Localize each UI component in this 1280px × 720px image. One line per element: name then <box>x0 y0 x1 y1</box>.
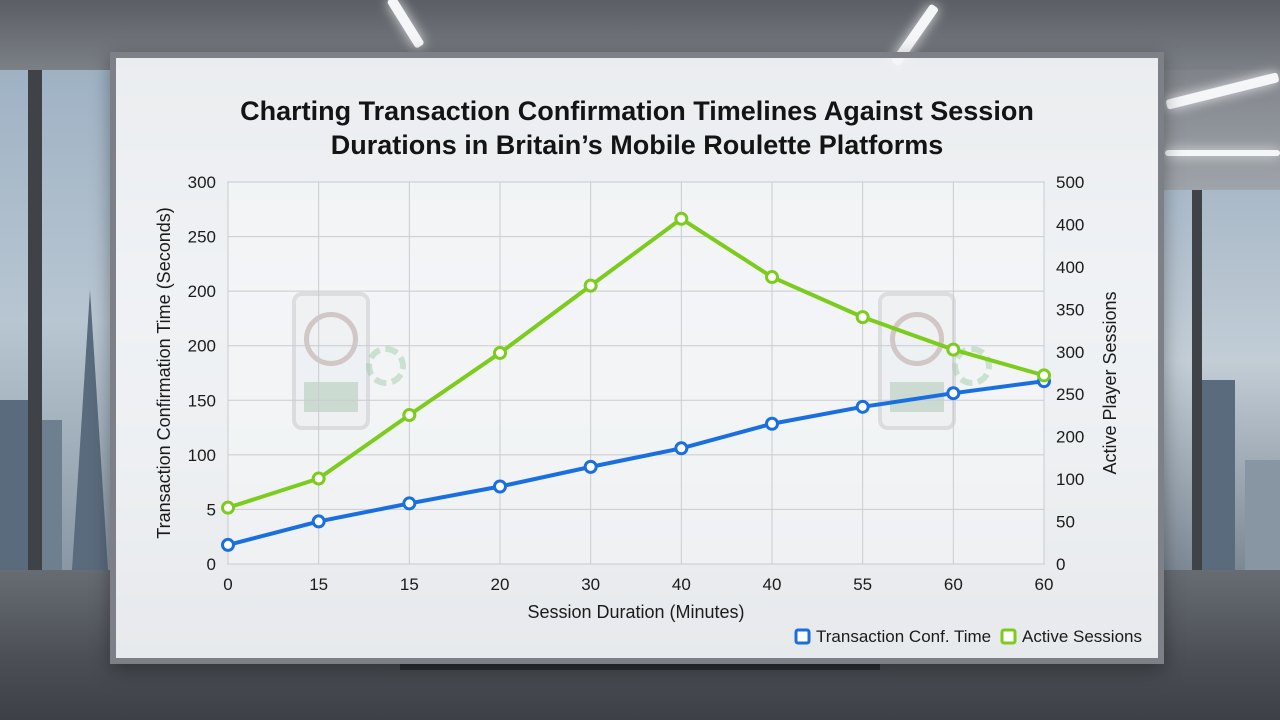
ceiling-light <box>1165 72 1280 110</box>
data-point <box>1037 368 1051 383</box>
y-right-tick-label: 350 <box>1056 300 1084 319</box>
series-line <box>227 216 1045 510</box>
x-tick-label: 15 <box>400 575 419 594</box>
casino-chip-icon <box>366 346 406 386</box>
y-right-tick-label: 100 <box>1056 470 1084 489</box>
x-tick-label: 60 <box>1035 575 1054 594</box>
x-tick-label: 40 <box>763 575 782 594</box>
y-left-tick-label: 5 <box>207 500 216 519</box>
chart-title-line-1: Charting Transaction Confirmation Timeli… <box>240 96 1034 126</box>
x-tick-label: 0 <box>223 575 232 594</box>
screen-stand <box>400 662 880 670</box>
data-point <box>221 500 235 515</box>
legend-swatch <box>794 628 811 645</box>
window-frame <box>28 70 42 630</box>
x-tick-label: 15 <box>309 575 328 594</box>
data-point <box>493 479 507 494</box>
roulette-wheel-icon <box>304 312 358 366</box>
y-right-tick-label: 500 <box>1056 173 1084 192</box>
chart-title-line-2: Durations in Britain’s Mobile Roulette P… <box>330 130 944 160</box>
y-left-tick-label: 200 <box>188 337 216 356</box>
y-right-tick-label: 250 <box>1056 385 1084 404</box>
building <box>0 400 30 570</box>
data-point <box>855 399 870 414</box>
ceiling-light <box>1165 150 1280 156</box>
data-point <box>583 278 598 293</box>
data-point <box>674 211 689 226</box>
y-right-tick-label: 0 <box>1056 555 1065 574</box>
data-point <box>946 386 961 401</box>
phone-watermark <box>878 292 956 430</box>
y-right-axis-title: Active Player Sessions <box>1100 291 1120 474</box>
legend-swatch <box>1000 628 1017 645</box>
phone-watermark <box>292 292 370 430</box>
y-left-tick-label: 100 <box>188 446 216 465</box>
y-left-tick-label: 0 <box>207 555 216 574</box>
y-left-tick-label: 150 <box>188 391 216 410</box>
window-frame <box>1192 190 1202 570</box>
legend-label: Active Sessions <box>1022 627 1142 646</box>
y-left-tick-label: 200 <box>188 282 216 301</box>
y-right-tick-label: 400 <box>1056 215 1084 234</box>
data-point <box>493 345 507 360</box>
series-line <box>227 379 1045 547</box>
data-point <box>855 310 870 325</box>
data-point <box>311 514 326 529</box>
data-point <box>765 270 779 285</box>
x-tick-label: 60 <box>944 575 963 594</box>
data-point <box>402 408 417 423</box>
x-tick-label: 55 <box>853 575 872 594</box>
data-point <box>402 496 417 511</box>
x-axis-title: Session Duration (Minutes) <box>527 602 744 622</box>
y-right-tick-label: 200 <box>1056 428 1084 447</box>
roulette-wheel-icon <box>890 312 944 366</box>
y-right-tick-label: 400 <box>1056 258 1084 277</box>
building <box>40 420 62 570</box>
y-left-tick-label: 250 <box>188 228 216 247</box>
data-point <box>765 416 779 431</box>
chart-panel: Charting Transaction Confirmation Timeli… <box>110 52 1164 664</box>
casino-chip-icon <box>952 346 992 386</box>
data-point <box>946 342 961 357</box>
x-tick-label: 40 <box>672 575 691 594</box>
y-right-tick-label: 50 <box>1056 513 1075 532</box>
legend-label: Transaction Conf. Time <box>816 627 991 646</box>
y-left-axis-title: Transaction Confirmation Time (Seconds) <box>154 207 174 538</box>
data-point <box>674 441 689 456</box>
building <box>1245 460 1280 570</box>
x-tick-label: 20 <box>491 575 510 594</box>
data-point <box>583 459 598 474</box>
plot-area <box>227 181 1045 565</box>
line-chart: 0 15 15 20 30 40 40 55 60 60051001502002002503000… <box>154 173 1142 646</box>
roulette-table-icon <box>304 382 358 412</box>
data-point <box>311 471 326 486</box>
x-tick-label: 30 <box>581 575 600 594</box>
y-left-tick-label: 300 <box>188 173 216 192</box>
y-right-tick-label: 300 <box>1056 343 1084 362</box>
chart-title: Charting Transaction Confirmation Timeli… <box>116 94 1158 162</box>
data-point <box>221 537 235 552</box>
